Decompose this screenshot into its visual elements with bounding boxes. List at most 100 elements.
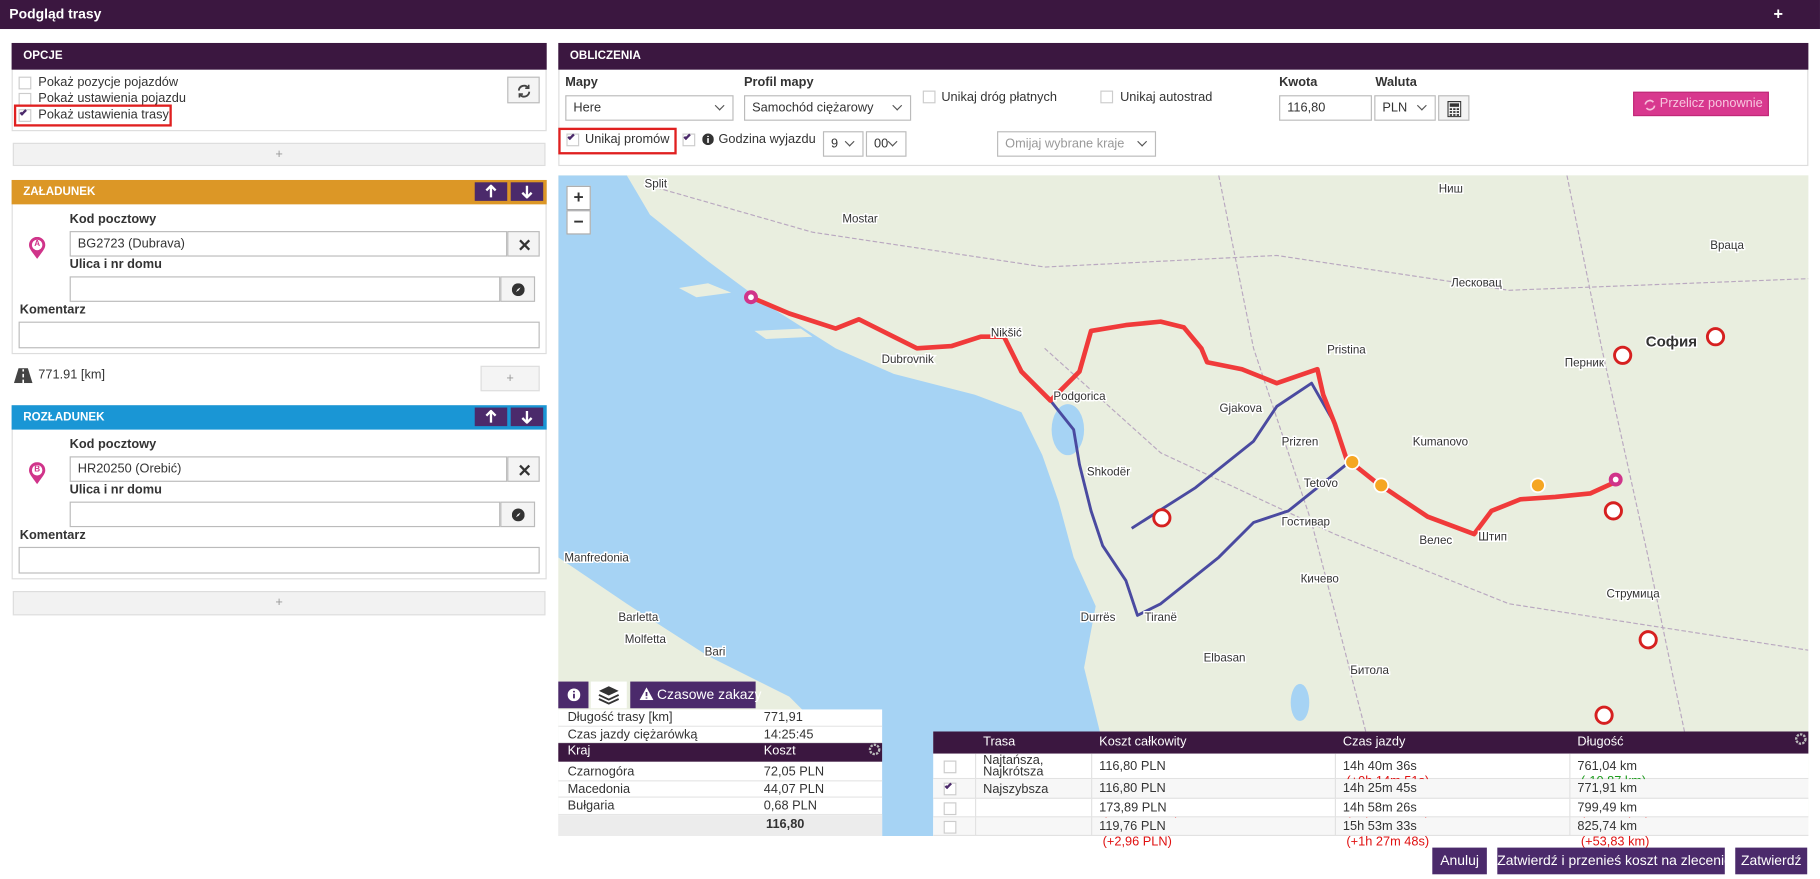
route-cost: 119,76 PLN bbox=[1099, 819, 1166, 834]
cancel-button[interactable]: Anuluj bbox=[1432, 847, 1487, 875]
hour-select[interactable]: 9 bbox=[822, 131, 864, 157]
street-input[interactable] bbox=[69, 276, 501, 302]
checkbox[interactable] bbox=[1100, 90, 1114, 104]
checkbox[interactable] bbox=[943, 820, 957, 834]
route-cost: 116,80 PLN bbox=[1099, 781, 1166, 796]
distance-button[interactable]: + bbox=[480, 365, 540, 392]
warning-sign bbox=[1373, 477, 1390, 494]
map-label: Split bbox=[645, 178, 668, 191]
map-label: Струмица bbox=[1607, 588, 1661, 601]
map-label: Ниш bbox=[1439, 182, 1463, 195]
comment-input[interactable] bbox=[18, 546, 540, 574]
route-cell: 771,91 km bbox=[1577, 781, 1637, 796]
add-bar[interactable]: + bbox=[12, 142, 546, 167]
route-cost: 116,80 PLN bbox=[1099, 758, 1166, 773]
stop-marker bbox=[29, 462, 46, 485]
move-button[interactable] bbox=[510, 407, 544, 427]
maps-select[interactable]: Here bbox=[565, 95, 734, 121]
island bbox=[679, 283, 732, 298]
map-label: Prizren bbox=[1282, 435, 1319, 448]
confirm-button[interactable]: Zatwierdź bbox=[1735, 847, 1808, 875]
select-value: 9 bbox=[831, 137, 839, 151]
select-value: Here bbox=[573, 101, 602, 115]
move-button[interactable] bbox=[510, 182, 544, 201]
zoom-in[interactable]: + bbox=[566, 185, 591, 211]
confirm-transfer-button[interactable]: Zatwierdź i przenieś koszt na zlecenie bbox=[1497, 847, 1732, 875]
route-time-delta: (+1h 27m 48s) bbox=[1346, 834, 1430, 849]
checkbox[interactable] bbox=[566, 132, 580, 147]
field-label: Ulica i nr domu bbox=[69, 257, 162, 272]
recalculate-label: Przelicz ponownie bbox=[1659, 96, 1763, 111]
info-icon bbox=[567, 688, 581, 702]
countries-select[interactable]: Omijaj wybrane kraje bbox=[997, 131, 1157, 157]
restriction-sign bbox=[1594, 705, 1614, 725]
cell-divider bbox=[1091, 779, 1093, 799]
locate-button[interactable] bbox=[500, 276, 536, 302]
restriction-sign bbox=[1638, 630, 1658, 650]
border-line bbox=[1218, 175, 1394, 836]
compass-icon bbox=[511, 283, 525, 297]
move-button[interactable] bbox=[474, 182, 508, 201]
checkbox[interactable] bbox=[682, 132, 696, 147]
checkbox[interactable] bbox=[18, 108, 32, 122]
summary-row bbox=[558, 709, 883, 727]
minute-select[interactable]: 00 bbox=[865, 131, 907, 157]
checkbox[interactable] bbox=[943, 801, 957, 815]
route-time: 14h 25m 45s bbox=[1342, 781, 1417, 796]
select-value: PLN bbox=[1382, 101, 1408, 115]
route-cost: 173,89 PLN bbox=[1099, 800, 1167, 815]
lake bbox=[1290, 683, 1310, 722]
street-input[interactable] bbox=[69, 501, 501, 528]
country-cost: 0,68 PLN bbox=[763, 798, 817, 813]
checkbox[interactable] bbox=[943, 781, 957, 796]
calculator-button[interactable] bbox=[1438, 95, 1470, 121]
select-value: Omijaj wybrane kraje bbox=[1005, 137, 1125, 151]
border-line bbox=[1566, 175, 1707, 836]
map-label: Dubrovnik bbox=[882, 353, 934, 366]
map-label: Nikšić bbox=[991, 326, 1022, 339]
map-canvas[interactable]: Split Mostar Dubrovnik Nikšić Podgorica Shkod… bbox=[558, 175, 1809, 836]
postal-input[interactable]: HR20250 (Orebić) bbox=[69, 456, 508, 482]
clear-button[interactable] bbox=[507, 456, 540, 482]
checkbox-label: Unikaj dróg płatnych bbox=[941, 90, 1058, 105]
warning-sign bbox=[1344, 454, 1361, 470]
locate-button[interactable] bbox=[500, 501, 536, 528]
checkbox[interactable] bbox=[943, 759, 957, 773]
route-cell: 799,49 km(+27,58 km) bbox=[1577, 801, 1649, 830]
info-tab[interactable] bbox=[558, 681, 589, 709]
amount-input[interactable]: 116,80 bbox=[1279, 95, 1372, 121]
checkmark bbox=[567, 132, 575, 141]
route-cell: 14h 25m 45s bbox=[1343, 781, 1417, 796]
recalculate-button[interactable]: Przelicz ponownie bbox=[1633, 91, 1769, 117]
postal-input[interactable]: BG2723 (Dubrava) bbox=[69, 231, 508, 257]
cell-divider bbox=[1569, 779, 1571, 799]
add-bar[interactable]: + bbox=[12, 590, 546, 616]
border-line bbox=[1044, 347, 1809, 651]
info-icon bbox=[702, 133, 714, 146]
map-label: Kumanovo bbox=[1413, 435, 1468, 448]
clear-icon bbox=[519, 239, 531, 251]
expand-button[interactable]: + bbox=[1773, 4, 1784, 24]
route-marker-dot bbox=[748, 294, 754, 301]
restriction-sign bbox=[1603, 501, 1623, 521]
currency-select[interactable]: PLN bbox=[1374, 95, 1436, 121]
checkbox[interactable] bbox=[18, 76, 32, 90]
zoom-out[interactable]: − bbox=[566, 210, 591, 235]
restrictions-tab[interactable]: Czasowe zakazy bbox=[630, 681, 761, 709]
refresh-icon bbox=[517, 84, 531, 98]
move-button[interactable] bbox=[474, 407, 508, 427]
comment-input[interactable] bbox=[18, 321, 540, 349]
route-row bbox=[933, 817, 1809, 836]
column-header: Czas jazdy bbox=[1342, 734, 1406, 749]
arrow-icon bbox=[521, 411, 533, 424]
profile-select[interactable]: Samochód ciężarowy bbox=[744, 95, 912, 121]
summary-table bbox=[558, 709, 883, 836]
checkbox[interactable] bbox=[922, 90, 936, 104]
calc-header: OBLICZENIA bbox=[558, 42, 1809, 70]
layers-tab[interactable] bbox=[590, 681, 627, 709]
map-label: Barletta bbox=[618, 611, 659, 624]
refresh-button[interactable] bbox=[507, 76, 540, 104]
clear-button[interactable] bbox=[507, 231, 540, 257]
restriction-sign bbox=[1705, 327, 1726, 347]
